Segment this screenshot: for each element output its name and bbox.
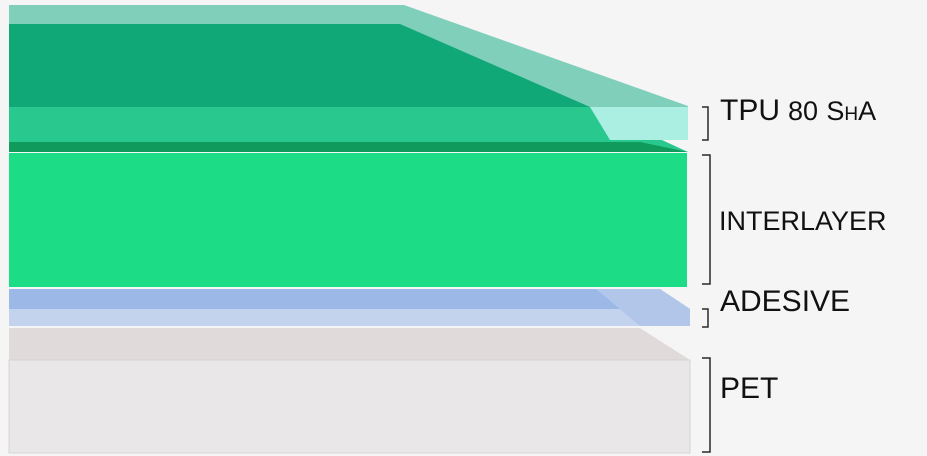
- tpu-lower-band: [9, 107, 688, 152]
- interlayer-label: INTERLAYER: [719, 206, 887, 236]
- tpu-label-unit-s: S: [826, 96, 845, 126]
- adesive-lower-band: [9, 309, 690, 326]
- pet-bracket: [702, 357, 711, 453]
- pet-layer: [8, 359, 691, 454]
- pet-top-face: [9, 328, 690, 360]
- adesive-upper-band: [9, 289, 690, 309]
- interlayer-bracket: [702, 154, 711, 285]
- interlayer-layer: [9, 153, 687, 287]
- tpu-edge-face: [590, 107, 688, 140]
- tpu-label: TPU 80 SHA: [720, 96, 876, 126]
- adesive-label: ADESIVE: [720, 285, 851, 318]
- tpu-label-name: TPU: [720, 94, 780, 127]
- tpu-label-unit-a: A: [858, 96, 877, 126]
- tpu-upper-dark-band: [9, 24, 590, 107]
- tpu-label-unit-h: H: [844, 104, 859, 125]
- adesive-bracket: [702, 308, 709, 328]
- adesive-side-face: [596, 289, 690, 326]
- tpu-divider-line: [9, 142, 688, 152]
- pet-label: PET: [720, 372, 779, 405]
- tpu-label-hardness: 80: [788, 96, 819, 126]
- tpu-bracket: [702, 106, 709, 141]
